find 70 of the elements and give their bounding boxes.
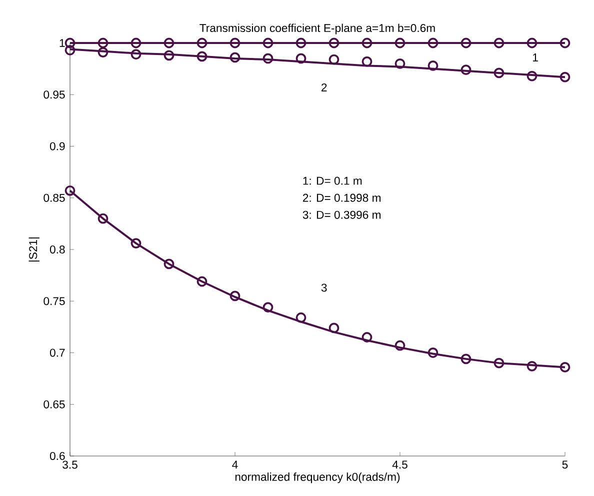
point	[394, 58, 406, 69]
point	[230, 38, 240, 48]
x-tick-label: 3.5	[62, 460, 78, 469]
y-tick-label: 1	[60, 39, 65, 47]
point	[560, 362, 570, 372]
point	[526, 360, 538, 372]
point	[64, 38, 76, 48]
point	[560, 38, 570, 48]
y-tick-label: 0.85	[44, 194, 65, 202]
annotation: 2: D= 0.1998 m	[302, 194, 381, 202]
point	[428, 60, 438, 71]
point	[394, 38, 406, 48]
point	[494, 38, 504, 48]
point	[296, 53, 306, 64]
point	[560, 72, 570, 82]
point	[130, 238, 142, 248]
point	[262, 53, 274, 64]
y-tick-label: 0.6	[50, 452, 65, 460]
point	[394, 340, 406, 351]
x-axis-title: normalized frequency k0(rads/m)	[235, 472, 400, 484]
point	[328, 38, 340, 48]
annotation: 1: D= 0.1 m	[303, 176, 362, 185]
point	[494, 68, 504, 78]
point	[460, 64, 472, 76]
point	[130, 49, 142, 60]
point	[98, 47, 108, 58]
annotation: 3: D= 0.3996 m	[302, 210, 381, 219]
x-tick-label: 4	[232, 460, 238, 468]
x-tick-label: 5	[562, 460, 568, 469]
point	[196, 51, 208, 62]
y-tick-label: 0.65	[44, 400, 65, 408]
point	[64, 45, 76, 56]
point	[230, 52, 240, 63]
point	[64, 185, 76, 196]
y-tick-label: 0.9	[50, 142, 65, 150]
y-tick-label: 0.95	[44, 90, 65, 99]
point	[164, 38, 174, 48]
point	[362, 56, 372, 67]
point	[262, 302, 274, 313]
annotation: 2	[322, 83, 327, 92]
point	[196, 38, 208, 48]
point	[130, 38, 142, 48]
point	[164, 50, 174, 61]
chart-title: Transmission coefficient E-plane a=1m b=0.6m	[200, 24, 435, 34]
annotation: 3	[321, 284, 327, 292]
point	[362, 332, 372, 342]
y-tick-label: 0.7	[50, 348, 65, 357]
y-tick-label: 0.8	[50, 245, 65, 254]
point	[262, 38, 274, 48]
point	[296, 38, 306, 48]
point	[296, 312, 306, 323]
point	[428, 38, 438, 48]
point	[328, 322, 340, 334]
point	[328, 54, 340, 65]
point	[362, 38, 372, 48]
point	[460, 38, 472, 48]
point	[526, 70, 538, 82]
point	[164, 258, 174, 270]
y-axis-title: |S21|	[28, 237, 40, 262]
point	[196, 276, 208, 287]
point	[98, 213, 108, 224]
point	[494, 358, 504, 368]
point	[460, 354, 472, 364]
y-tick-label: 0.75	[44, 297, 65, 306]
point	[428, 348, 438, 358]
point	[230, 290, 240, 302]
x-tick-label: 4.5	[392, 460, 408, 469]
annotation: 1	[533, 54, 538, 62]
point	[526, 38, 538, 48]
point	[98, 38, 108, 48]
